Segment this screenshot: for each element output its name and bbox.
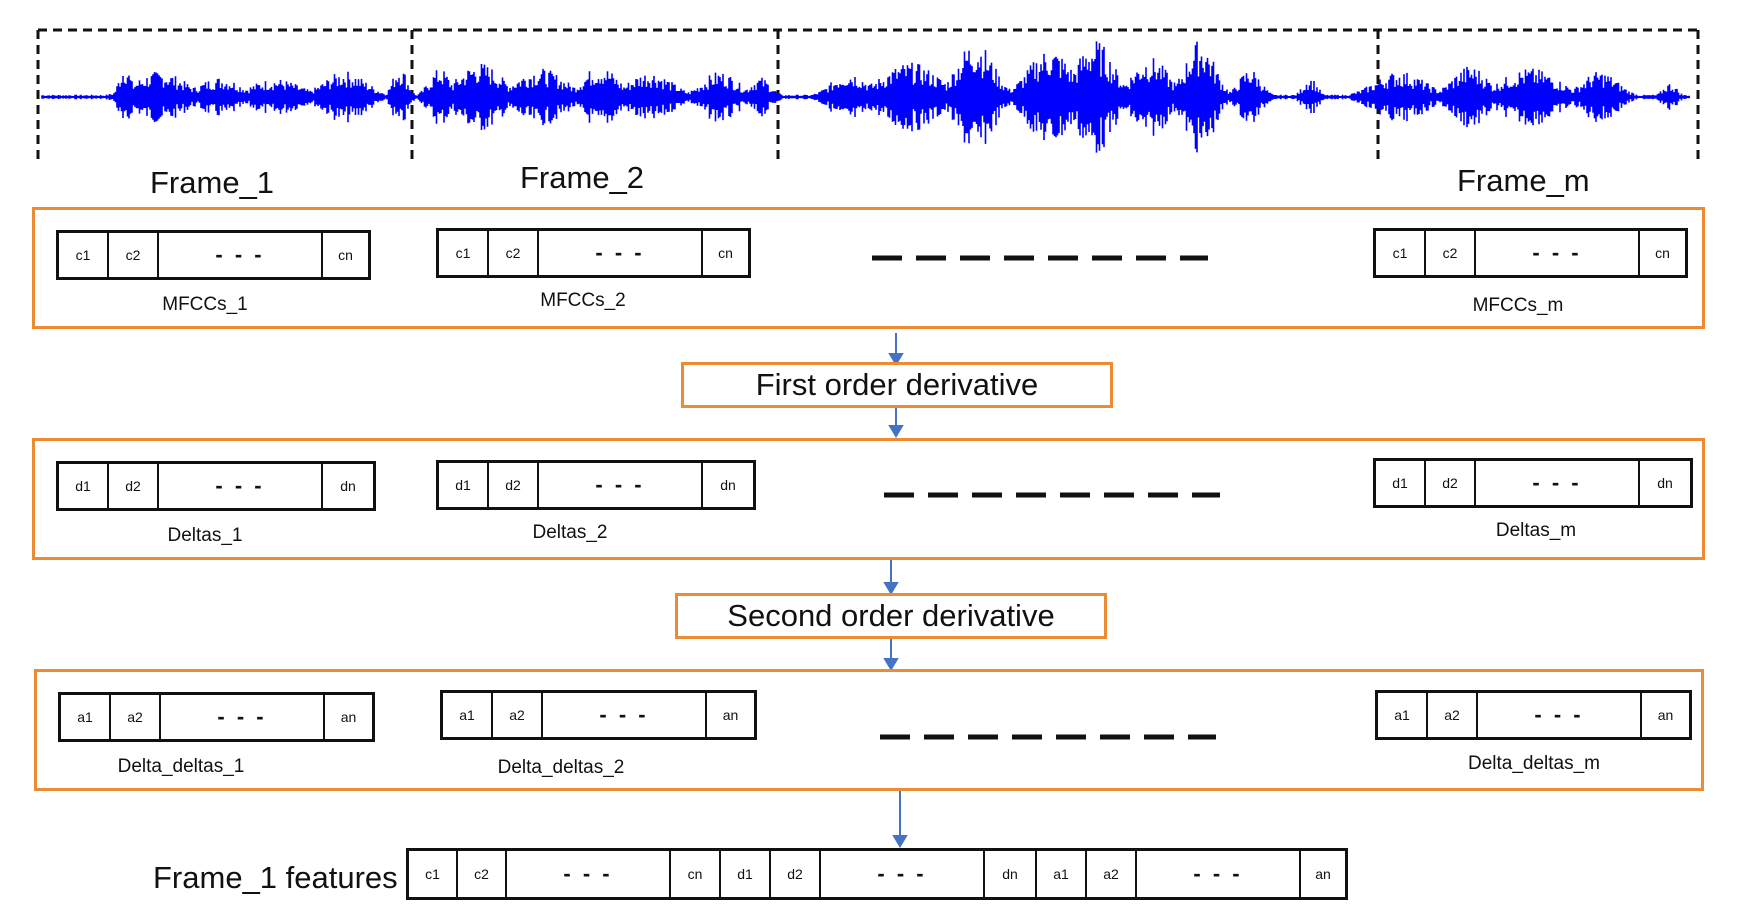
vector-cell: a1 [1037, 851, 1087, 897]
frame-label-1: Frame_1 [150, 165, 275, 200]
vector-cell: a2 [493, 693, 543, 737]
vector-cell: - - - [821, 851, 985, 897]
vector-cell: c2 [1426, 231, 1476, 275]
vector-cell: - - - [1137, 851, 1301, 897]
vector-cell: d1 [439, 463, 489, 507]
vector-cell: d1 [59, 464, 109, 508]
vector-cell: c2 [109, 233, 159, 277]
vector-cell: a2 [111, 695, 161, 739]
vector-cell: d2 [109, 464, 159, 508]
mfccs-label-m: MFCCs_m [1472, 295, 1564, 316]
vector-cell: c1 [439, 231, 489, 275]
mfccs-group [32, 207, 1705, 329]
vector-cell: d1 [1376, 461, 1426, 505]
vector-cell: d1 [721, 851, 771, 897]
vector-cell: - - - [1478, 693, 1642, 737]
vector-cell: c1 [59, 233, 109, 277]
vector-cell: an [722, 707, 739, 723]
delta-deltas-label-m: Delta_deltas_m [1467, 753, 1601, 774]
vector-cell: cn [338, 247, 353, 263]
vector-cell: cn [1655, 245, 1670, 261]
deltas-vector-1: d1 d2 - - - dn [56, 461, 376, 511]
vector-cell: cn [671, 851, 721, 897]
speech-waveform [41, 41, 1690, 153]
frame-1-features-label: Frame_1 features [153, 860, 398, 895]
vector-cell: a1 [1378, 693, 1428, 737]
vector-cell: d2 [489, 463, 539, 507]
vector-cell: dn [1657, 475, 1673, 491]
second-order-derivative-box: Second order derivative [675, 593, 1107, 639]
vector-cell: a2 [1428, 693, 1478, 737]
deltas-label-2: Deltas_2 [532, 522, 608, 543]
vector-cell: c1 [409, 851, 458, 897]
vector-cell: c2 [458, 851, 507, 897]
frame-label-m: Frame_m [1457, 163, 1590, 198]
vector-cell: - - - [159, 464, 323, 508]
mfccs-label-2: MFCCs_2 [540, 290, 626, 311]
first-order-derivative-box: First order derivative [681, 362, 1113, 408]
vector-cell: - - - [543, 693, 707, 737]
mfccs-vector-2: c1 c2 - - - cn [436, 228, 751, 278]
delta-deltas-label-1: Delta_deltas_1 [117, 756, 245, 777]
vector-cell: an [1315, 866, 1331, 882]
vector-cell: a1 [61, 695, 111, 739]
vector-cell: - - - [1476, 231, 1640, 275]
mfccs-label-1: MFCCs_1 [162, 294, 248, 315]
deltas-label-m: Deltas_m [1495, 520, 1577, 541]
vector-cell: c1 [1376, 231, 1426, 275]
ellipsis-dashes [872, 255, 1220, 740]
delta-deltas-vector-2: a1 a2 - - - an [440, 690, 757, 740]
deltas-vector-2: d1 d2 - - - dn [436, 460, 756, 510]
vector-cell: - - - [507, 851, 671, 897]
vector-cell: - - - [539, 463, 703, 507]
deltas-group [32, 438, 1705, 560]
delta-deltas-group [34, 669, 1704, 791]
vector-cell: an [1657, 707, 1674, 723]
vector-cell: an [340, 709, 357, 725]
vector-cell: a2 [1087, 851, 1137, 897]
vector-cell: d2 [1426, 461, 1476, 505]
connection-arrows [883, 333, 908, 848]
vector-cell: - - - [159, 233, 323, 277]
vector-cell: c2 [489, 231, 539, 275]
delta-deltas-label-2: Delta_deltas_2 [497, 757, 625, 778]
vector-cell: - - - [1476, 461, 1640, 505]
frame-1-features-vector: c1 c2 - - - cn d1 d2 - - - dn a1 a2 - - … [406, 848, 1348, 900]
frame-label-2: Frame_2 [520, 160, 645, 195]
mfccs-vector-1: c1 c2 - - - cn [56, 230, 371, 280]
vector-cell: - - - [161, 695, 325, 739]
delta-deltas-vector-1: a1 a2 - - - an [58, 692, 375, 742]
vector-cell: a1 [443, 693, 493, 737]
deltas-vector-m: d1 d2 - - - dn [1373, 458, 1693, 508]
vector-cell: dn [720, 477, 736, 493]
mfccs-vector-m: c1 c2 - - - cn [1373, 228, 1688, 278]
vector-cell: d2 [771, 851, 821, 897]
vector-cell: dn [985, 851, 1037, 897]
delta-deltas-vector-m: a1 a2 - - - an [1375, 690, 1692, 740]
deltas-label-1: Deltas_1 [167, 525, 243, 546]
vector-cell: cn [718, 245, 733, 261]
vector-cell: dn [340, 478, 356, 494]
vector-cell: - - - [539, 231, 703, 275]
